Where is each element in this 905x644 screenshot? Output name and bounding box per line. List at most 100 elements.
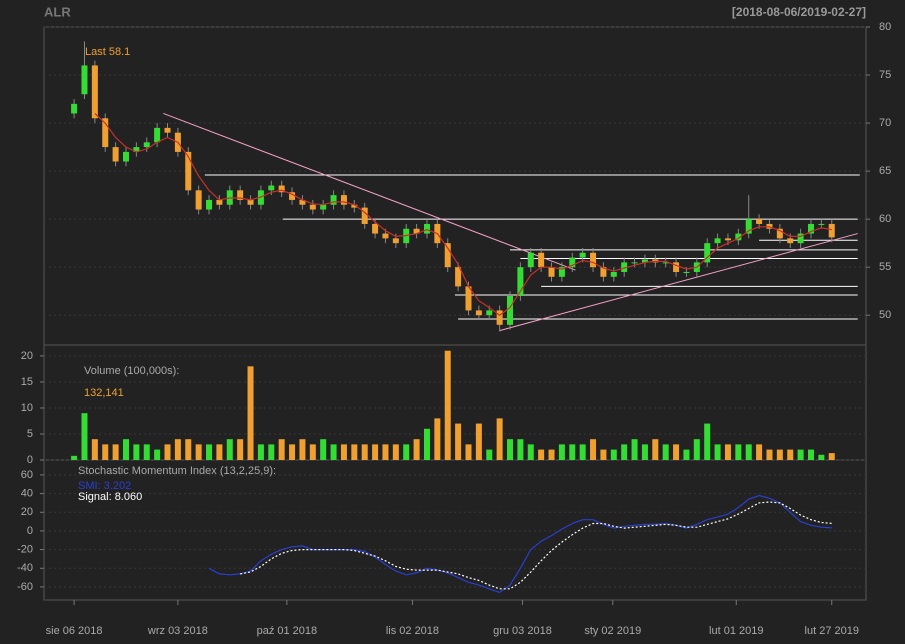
volume-bar [372, 444, 379, 460]
y-tick-label: 50 [879, 309, 891, 321]
volume-bar [289, 444, 296, 460]
candle-body [91, 65, 98, 119]
volume-bar [361, 444, 368, 460]
volume-bar [631, 439, 638, 460]
volume-bar [475, 423, 482, 460]
volume-bar [299, 439, 306, 460]
volume-bar [527, 444, 534, 460]
candle-body [372, 223, 379, 234]
volume-bar [216, 444, 223, 460]
volume-bar [330, 444, 337, 460]
volume-bar [340, 444, 347, 460]
candle-body [507, 296, 514, 325]
volume-bar [807, 449, 814, 460]
volume-bar [704, 423, 711, 460]
y-tick-label: 0 [27, 525, 33, 537]
volume-bar [206, 444, 213, 460]
candle-body [320, 204, 327, 210]
trendline [163, 112, 576, 271]
y-tick-label: 55 [879, 261, 891, 273]
candle-body [735, 233, 742, 241]
candle-body [745, 219, 752, 234]
volume-bar [237, 439, 244, 460]
y-tick-label: 0 [27, 454, 33, 466]
panel-frame [43, 459, 867, 601]
y-tick-label: -60 [17, 581, 33, 593]
volume-bar [226, 439, 233, 460]
candle-body [465, 286, 472, 311]
candle-body [641, 259, 648, 263]
candle-body [71, 103, 78, 114]
volume-bar [392, 444, 399, 460]
candle-body [828, 223, 835, 238]
y-tick-label: -40 [17, 562, 33, 574]
candle-body [683, 271, 690, 273]
volume-bar [309, 444, 316, 460]
x-tick-label: paź 01 2018 [257, 625, 318, 637]
candle-body [330, 195, 337, 205]
y-tick-label: 70 [879, 117, 891, 129]
candle-body [112, 147, 119, 162]
volume-bar [610, 449, 617, 460]
volume-bar [81, 413, 88, 460]
volume-bar [714, 444, 721, 460]
candle-body [590, 252, 597, 268]
candle-body [143, 142, 150, 148]
volume-bar [71, 455, 78, 460]
candle-body [206, 199, 213, 210]
trendline [499, 233, 858, 332]
candle-body [558, 267, 565, 277]
volume-bar [787, 449, 794, 460]
candle-body [569, 257, 576, 268]
volume-bar [590, 439, 597, 460]
date-range: [2018-08-06/2019-02-27] [732, 5, 866, 19]
volume-bar [662, 444, 669, 460]
volume-bar [195, 444, 202, 460]
candle-body [154, 127, 161, 143]
candle-body [621, 262, 628, 272]
smi-value-label: SMI: 3.202 [78, 480, 131, 492]
y-tick-label: 20 [21, 506, 33, 518]
candle-body [662, 262, 669, 264]
volume-bar [828, 453, 835, 460]
candle-body [807, 223, 814, 234]
volume-bar [122, 439, 129, 460]
candle-body [122, 151, 129, 162]
candle-body [361, 207, 368, 224]
candle-body [600, 267, 607, 277]
volume-bar [745, 444, 752, 460]
volume-bar [766, 449, 773, 460]
volume-bar [185, 439, 192, 460]
candle-body [351, 204, 358, 208]
candle-body [289, 192, 296, 200]
volume-bar [247, 366, 254, 460]
candle-body [195, 190, 202, 210]
candle-body [496, 310, 503, 325]
volume-bar [143, 444, 150, 460]
volume-bar [496, 418, 503, 460]
volume-bar [403, 444, 410, 460]
volume-bar [268, 444, 275, 460]
candle-body [548, 267, 555, 277]
volume-bar [652, 439, 659, 460]
candle-body [444, 243, 451, 268]
candle-body [133, 147, 140, 152]
candle-body [268, 185, 275, 191]
candle-body [102, 118, 109, 148]
y-tick-label: 65 [879, 165, 891, 177]
candle-body [382, 233, 389, 239]
candle-body [631, 262, 638, 264]
y-tick-label: 40 [21, 488, 33, 500]
volume-bar [641, 444, 648, 460]
volume-bar [621, 444, 628, 460]
candle-body [756, 219, 763, 224]
volume-bar [174, 439, 181, 460]
volume-bar [154, 449, 161, 460]
volume-bar [797, 449, 804, 460]
volume-bar [724, 444, 731, 460]
volume-bar [673, 444, 680, 460]
volume-bar [735, 444, 742, 460]
candle-body [81, 65, 88, 95]
x-tick-label: lis 02 2018 [386, 625, 439, 637]
